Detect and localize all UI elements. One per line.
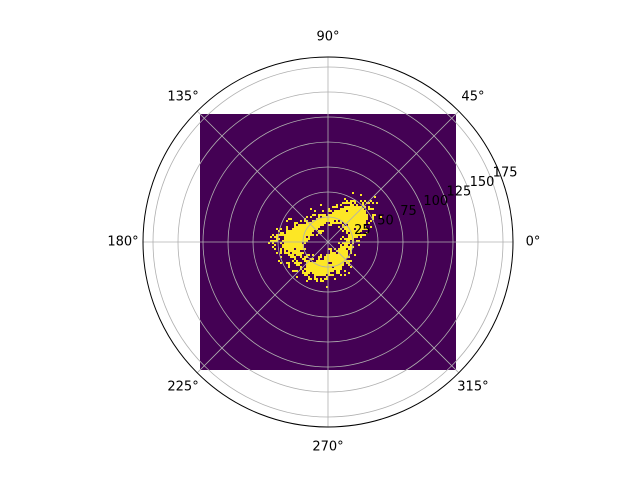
r-tick-label: 50: [377, 213, 394, 228]
theta-tick-label: 270°: [312, 440, 343, 455]
r-tick-label: 100: [423, 194, 448, 209]
tick-labels: 0° 45° 90° 135° 180° 225° 270° 315° 25 50 75 100125…: [107, 30, 540, 455]
r-tick-label: 150: [470, 175, 495, 190]
theta-tick-label: 90°: [316, 30, 339, 45]
theta-tick-label: 180°: [107, 235, 138, 250]
r-tick-label: 25: [354, 223, 371, 238]
theta-grid-line: [196, 241, 329, 374]
r-tick-label: 75: [400, 204, 417, 219]
theta-tick-label: 135°: [167, 90, 198, 105]
theta-tick-label: 0°: [526, 235, 541, 250]
theta-tick-label: 45°: [461, 90, 484, 105]
theta-tick-label: 225°: [167, 379, 198, 394]
theta-grid-line: [196, 110, 329, 243]
r-tick-label: 125: [446, 185, 471, 200]
theta-grid-line: [327, 110, 460, 243]
r-tick-label: 175: [493, 166, 518, 181]
polar-grid: [143, 57, 513, 427]
polar-frame: [142, 56, 514, 428]
theta-grid-line: [327, 241, 460, 374]
theta-tick-label: 315°: [457, 379, 488, 394]
